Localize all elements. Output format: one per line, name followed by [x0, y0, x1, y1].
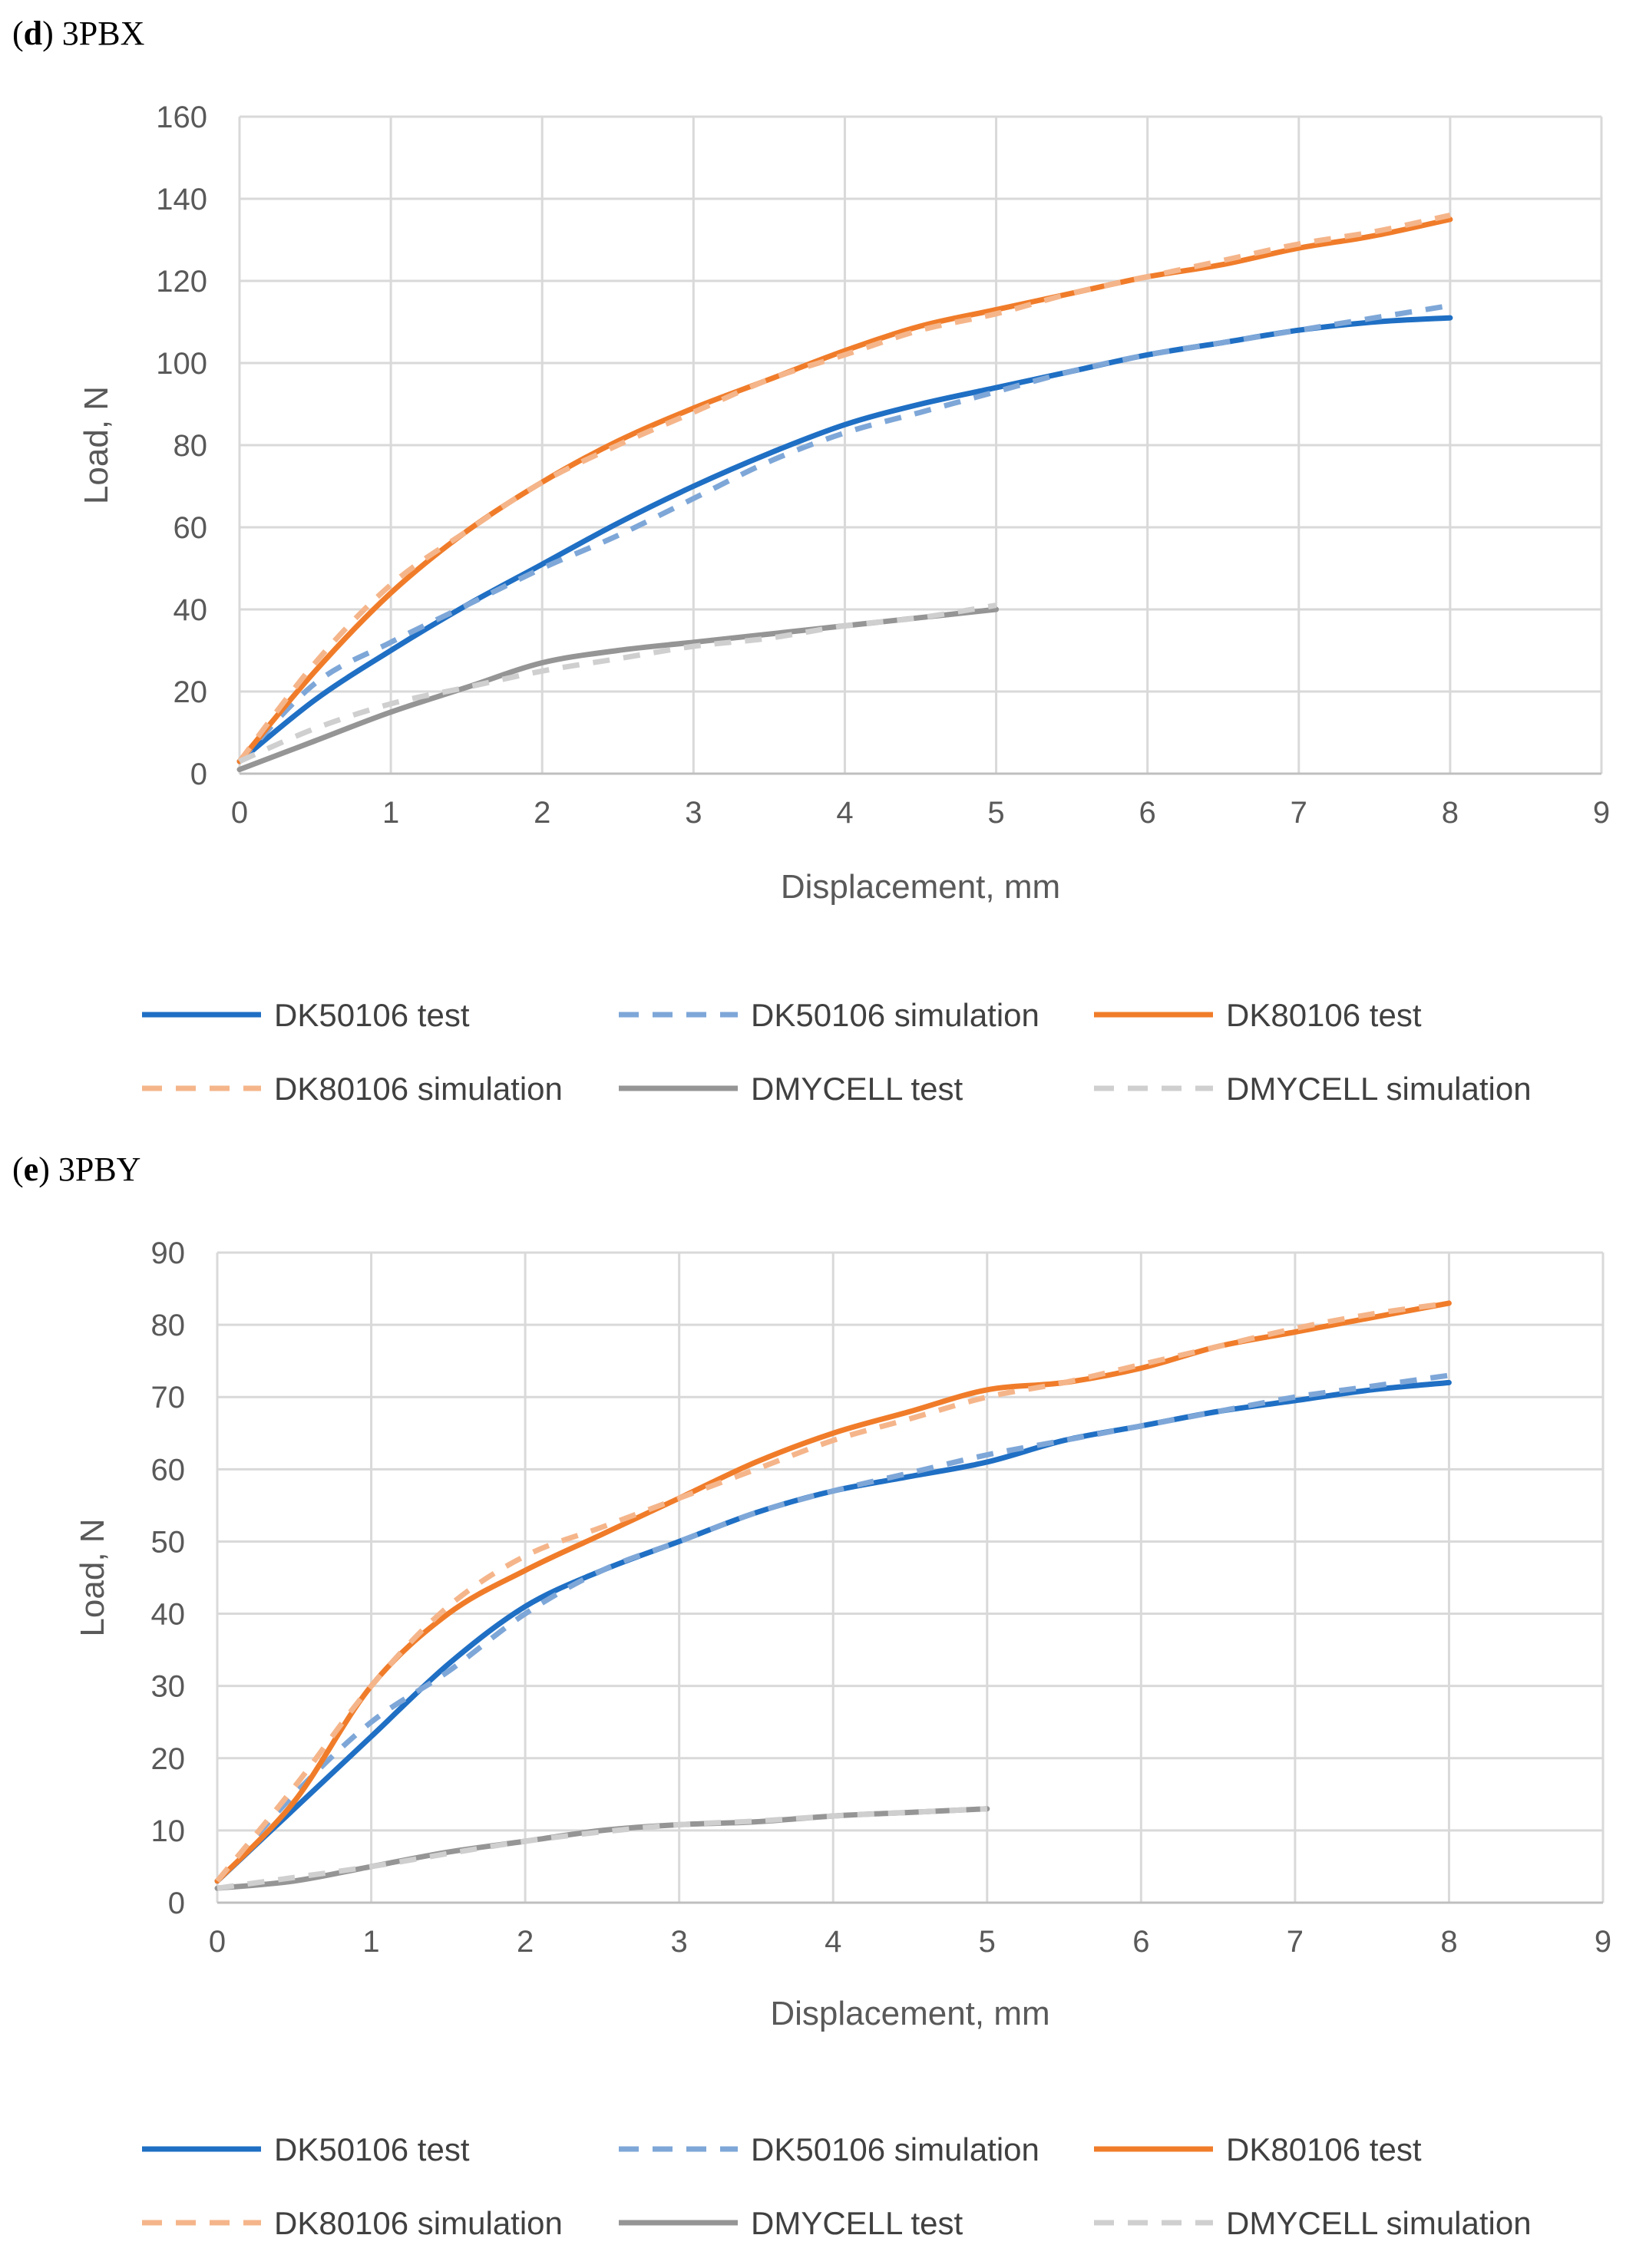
- legend-item: DK50106 simulation: [619, 997, 1039, 1033]
- x-tick-label: 8: [1442, 796, 1459, 830]
- legend-item: DK50106 simulation: [619, 2131, 1039, 2167]
- legend-label: DK50106 test: [274, 997, 470, 1033]
- y-tick-label: 60: [151, 1453, 186, 1487]
- legend-item: DK80106 simulation: [142, 2205, 563, 2241]
- gridlines: [238, 115, 1603, 775]
- line-chart-3pbx: 0 1 2 3 4 5 6 7 8 9 0 20 40 60 80 100 120 140 160 Displacem…: [78, 101, 1610, 1107]
- y-tick-label: 0: [168, 1887, 185, 1920]
- series-lines: [236, 212, 1453, 773]
- series-lines: [214, 1300, 1452, 1891]
- x-tick-label: 9: [1595, 1925, 1611, 1959]
- panel-title: (e) 3PBY: [12, 1151, 141, 1188]
- legend-label: DK80106 simulation: [274, 2205, 563, 2241]
- x-axis-title: Displacement, mm: [770, 1995, 1049, 2032]
- legend: DK50106 test DK50106 simulation DK80106 te…: [142, 997, 1532, 1107]
- legend-label: DK80106 test: [1226, 2131, 1422, 2167]
- legend-label: DK50106 simulation: [751, 2131, 1039, 2167]
- y-tick-label: 160: [156, 101, 207, 134]
- panel-title: (d) 3PBX: [12, 15, 145, 52]
- legend-label: DK80106 simulation: [274, 1071, 563, 1107]
- x-tick-label: 1: [362, 1925, 379, 1959]
- x-tick-label: 0: [231, 796, 248, 830]
- x-tick-label: 6: [1139, 796, 1156, 830]
- y-tick-label: 80: [174, 429, 208, 463]
- legend: DK50106 test DK50106 simulation DK80106 te…: [142, 2131, 1532, 2241]
- x-tick-label: 8: [1440, 1925, 1457, 1959]
- series-line: [216, 1806, 987, 1891]
- y-tick-label: 60: [174, 511, 208, 545]
- series-line: [214, 1379, 1452, 1884]
- chart-title: 3PBX: [61, 15, 145, 52]
- x-tick-label: 2: [517, 1925, 534, 1959]
- y-tick-label: 20: [151, 1742, 186, 1776]
- y-tick-label: 0: [190, 758, 207, 791]
- legend-label: DMYCELL simulation: [1226, 1071, 1532, 1107]
- y-tick-label: 120: [156, 265, 207, 299]
- series-line: [237, 302, 1451, 764]
- series-line: [236, 216, 1453, 764]
- series-line: [237, 212, 1451, 764]
- chart-title: 3PBY: [58, 1151, 141, 1188]
- y-axis-title: Load, N: [78, 386, 115, 504]
- y-tick-label: 40: [151, 1598, 186, 1632]
- y-tick-label: 140: [156, 183, 207, 216]
- legend-item: DMYCELL simulation: [1094, 2205, 1532, 2241]
- x-tick-label: 4: [825, 1925, 841, 1959]
- x-tick-label: 5: [979, 1925, 996, 1959]
- y-tick-label: 80: [151, 1309, 186, 1342]
- y-tick-label: 50: [151, 1525, 186, 1559]
- y-tick-labels: 0 20 40 60 80 100 120 140 160: [156, 101, 207, 791]
- x-tick-label: 1: [382, 796, 399, 830]
- y-tick-label: 40: [174, 593, 208, 627]
- x-tick-labels: 0 1 2 3 4 5 6 7 8 9: [209, 1925, 1611, 1959]
- legend-label: DMYCELL simulation: [1226, 2205, 1532, 2241]
- x-axis-title: Displacement, mm: [781, 868, 1060, 906]
- legend-item: DK80106 test: [1094, 2131, 1422, 2167]
- x-tick-label: 7: [1291, 796, 1307, 830]
- x-tick-label: 4: [836, 796, 853, 830]
- legend-label: DK50106 test: [274, 2131, 470, 2167]
- legend-item: DK50106 test: [142, 997, 470, 1033]
- x-tick-label: 3: [671, 1925, 688, 1959]
- y-tick-label: 30: [151, 1670, 186, 1704]
- x-tick-label: 6: [1132, 1925, 1149, 1959]
- y-tick-label: 100: [156, 347, 207, 381]
- x-tick-label: 3: [685, 796, 702, 830]
- panel-letter: e: [23, 1151, 39, 1188]
- x-tick-label: 7: [1287, 1925, 1304, 1959]
- series-line: [236, 606, 1000, 773]
- x-tick-label: 5: [987, 796, 1004, 830]
- series-line: [238, 602, 997, 764]
- legend-label: DK80106 test: [1226, 997, 1422, 1033]
- legend-label: DK50106 simulation: [751, 997, 1039, 1033]
- legend-item: DMYCELL test: [619, 1071, 963, 1107]
- legend-label: DMYCELL test: [751, 2205, 963, 2241]
- series-line: [214, 1806, 990, 1891]
- y-tick-label: 10: [151, 1814, 186, 1848]
- legend-label: DMYCELL test: [751, 1071, 963, 1107]
- chart-panel-3pbx: (d) 3PBX 0 1 2 3 4 5 6 7 8 9 0 20 40 60 80 100 120 140 160…: [12, 15, 1610, 1107]
- legend-item: DK50106 test: [142, 2131, 470, 2167]
- legend-item: DMYCELL test: [619, 2205, 963, 2241]
- x-tick-label: 2: [534, 796, 550, 830]
- y-tick-labels: 0 10 20 30 40 50 60 70 80 90: [151, 1236, 186, 1920]
- series-line: [215, 1300, 1449, 1883]
- chart-panel-3pby: (e) 3PBY 0 1 2 3 4 5 6 7 8 9 0 10 20 30 40 50 60 70 80 90 Di…: [0, 1136, 1636, 2268]
- panel-letter: d: [23, 15, 43, 52]
- gridlines: [216, 1251, 1605, 1904]
- x-tick-label: 0: [209, 1925, 226, 1959]
- legend-item: DMYCELL simulation: [1094, 1071, 1532, 1107]
- legend-item: DK80106 test: [1094, 997, 1422, 1033]
- x-tick-labels: 0 1 2 3 4 5 6 7 8 9: [231, 796, 1610, 830]
- y-tick-label: 90: [151, 1236, 186, 1270]
- y-axis-title: Load, N: [74, 1518, 111, 1636]
- y-tick-label: 20: [174, 675, 208, 709]
- y-tick-label: 70: [151, 1381, 186, 1415]
- x-tick-label: 9: [1593, 796, 1610, 830]
- line-chart-3pby: 0 1 2 3 4 5 6 7 8 90102030405060708090Displacemen…: [74, 1236, 1611, 2241]
- legend-item: DK80106 simulation: [142, 1071, 563, 1107]
